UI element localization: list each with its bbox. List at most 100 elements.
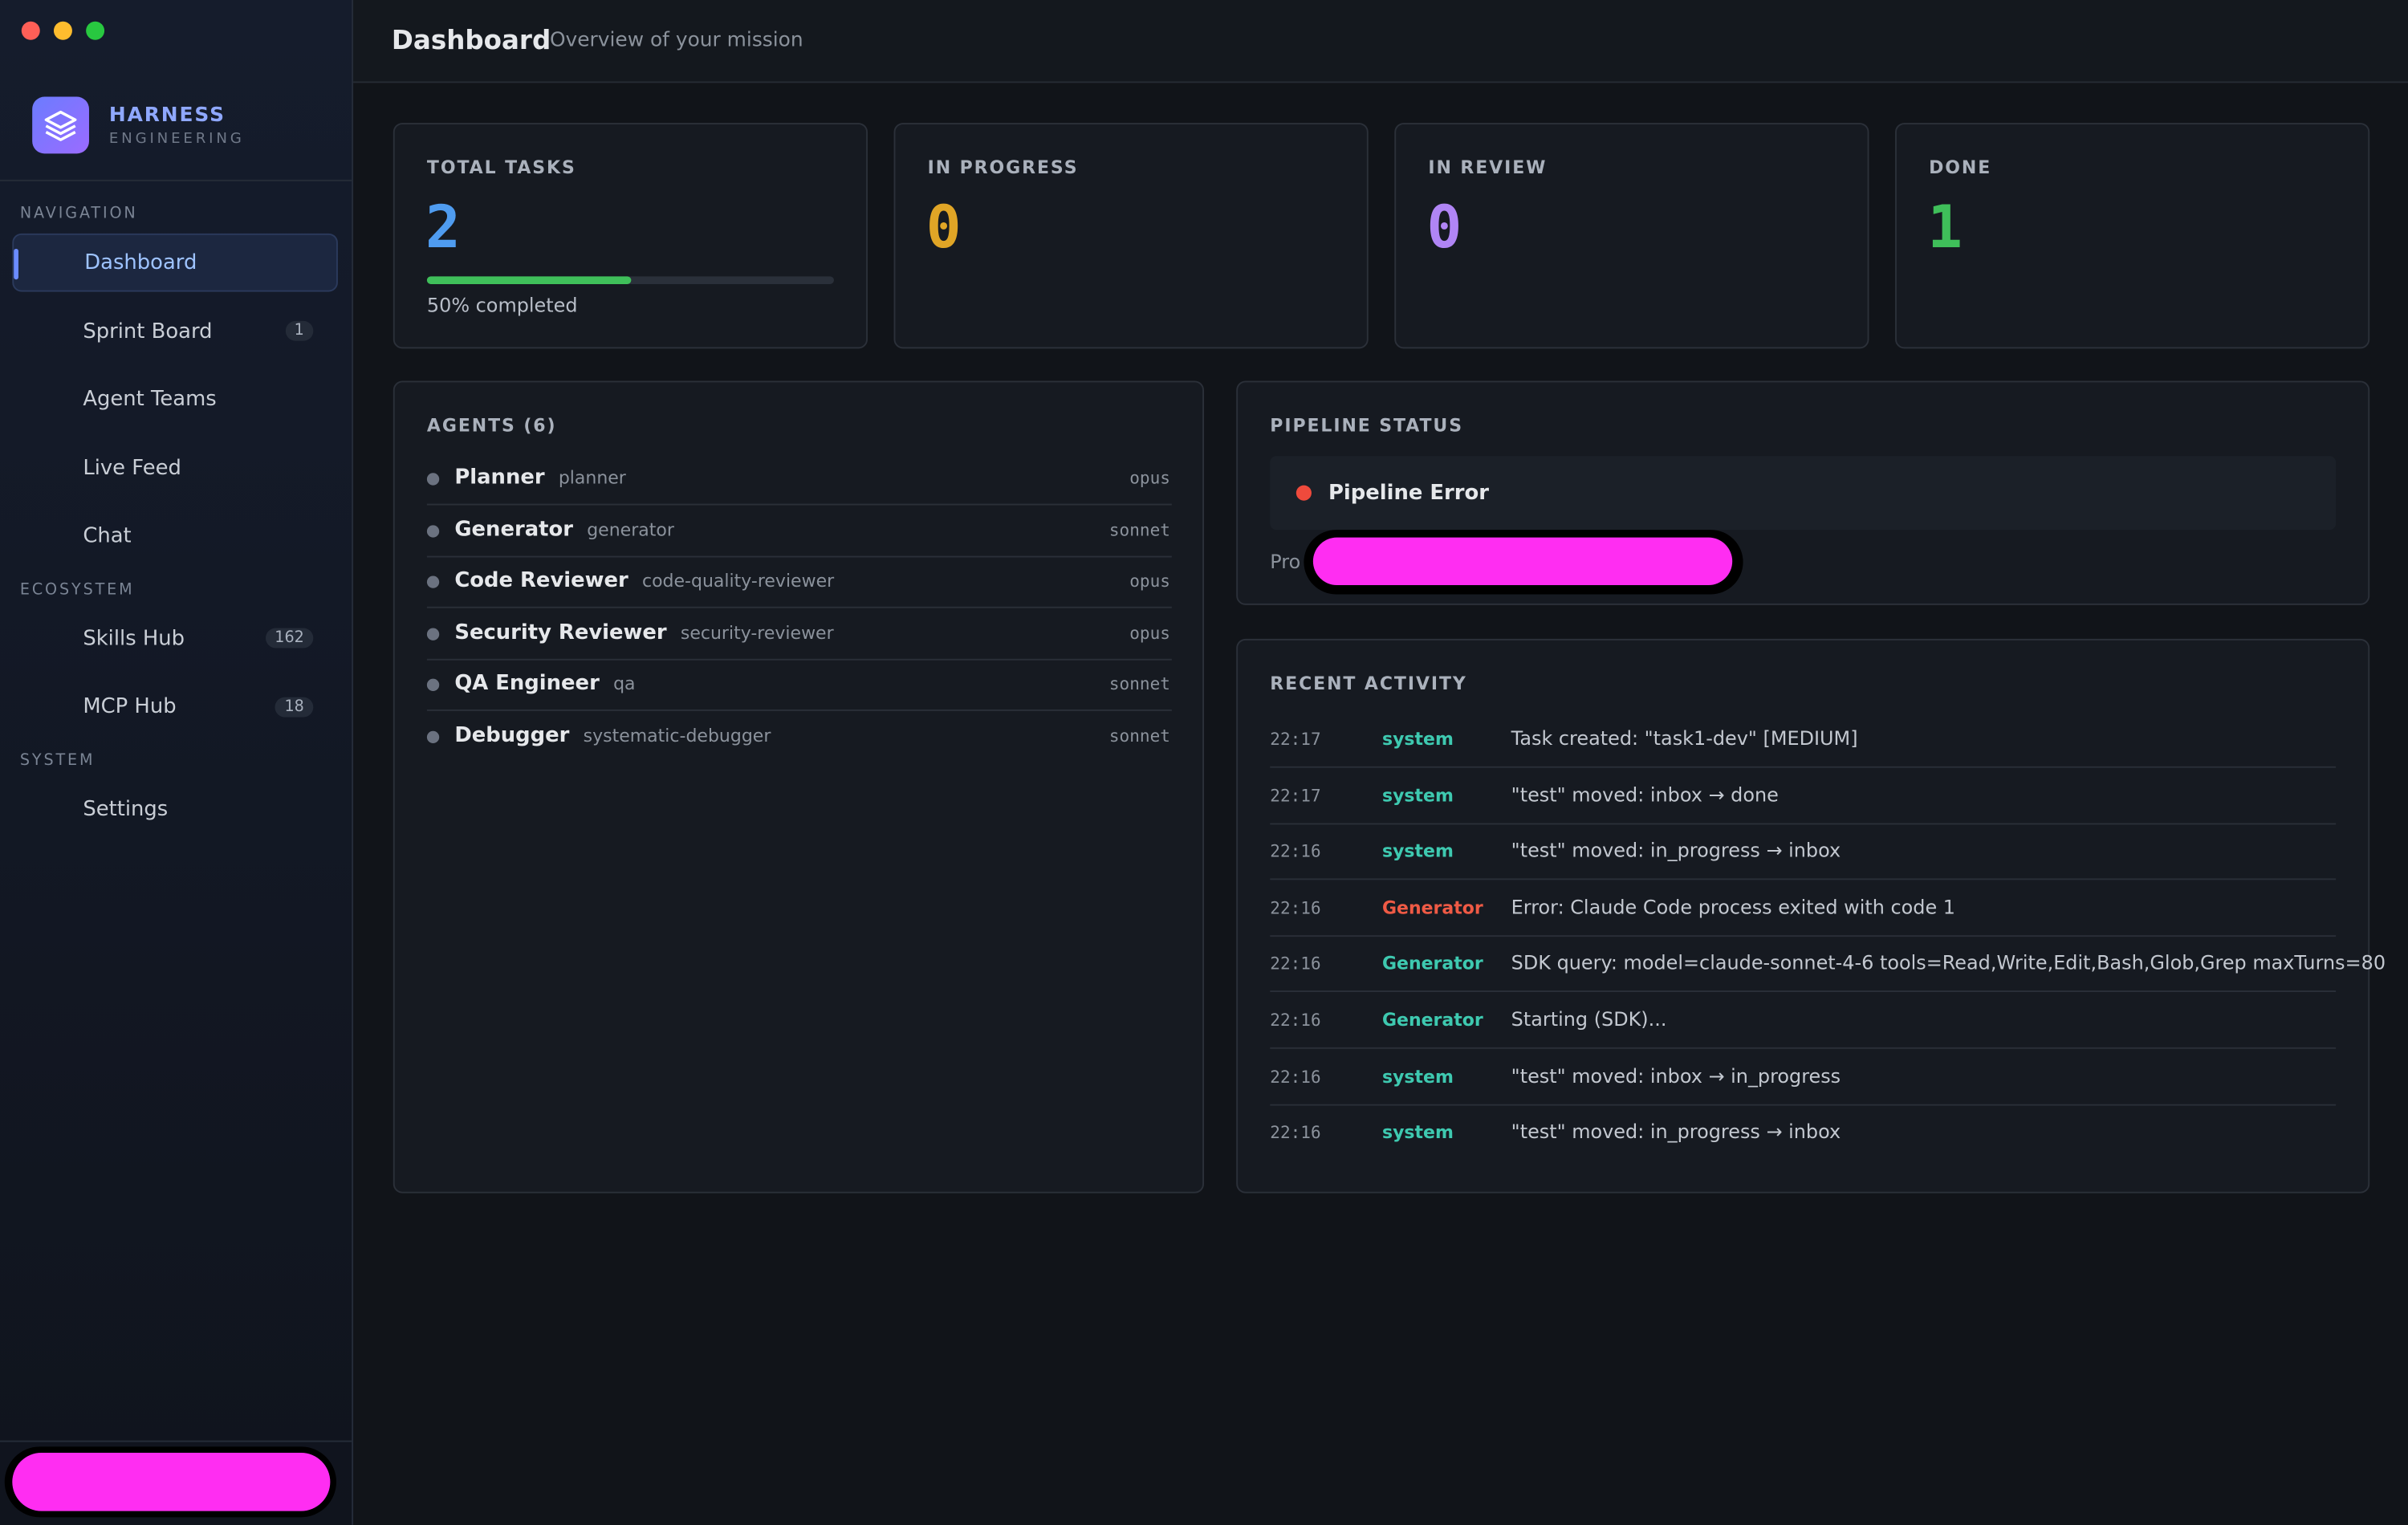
nav-label: Dashboard <box>84 250 197 275</box>
agent-model: sonnet <box>1108 726 1170 746</box>
pipeline-card: PIPELINE STATUS Pipeline Error Pro <box>1236 380 2370 605</box>
section-title: ECOSYSTEM <box>19 581 135 599</box>
page-subtitle: Overview of your mission <box>549 29 803 53</box>
nav-badge: 18 <box>275 696 314 717</box>
activity-time: 22:16 <box>1270 954 1321 974</box>
agent-name: Code Reviewer <box>454 567 628 593</box>
row-divider <box>1270 766 2337 768</box>
agent-role: planner <box>558 466 626 489</box>
nav-item[interactable]: Chat <box>12 506 338 565</box>
row-divider <box>1270 1103 2337 1105</box>
nav-item[interactable]: Dashboard <box>12 233 338 292</box>
activity-message: SDK query: model=claude-sonnet-4-6 tools… <box>1511 951 2386 974</box>
activity-message: Task created: "task1-dev" [MEDIUM] <box>1511 726 1858 750</box>
row-divider <box>1270 878 2337 880</box>
agent-status-dot <box>426 627 440 640</box>
agent-model: opus <box>1129 571 1170 592</box>
nav-item[interactable]: MCP Hub 18 <box>12 677 338 736</box>
activity-time: 22:16 <box>1270 1122 1321 1143</box>
card-title: AGENTS (6) <box>426 414 557 437</box>
agent-name: QA Engineer <box>454 671 600 696</box>
divider <box>0 179 352 181</box>
nav-label: Chat <box>83 523 132 549</box>
agent-row: Generator generator <box>454 517 674 542</box>
nav-label: Live Feed <box>83 455 181 480</box>
agent-role: security-reviewer <box>680 620 834 643</box>
page-title: Dashboard <box>391 26 551 57</box>
activity-time: 22:16 <box>1270 1010 1321 1031</box>
activity-time: 22:17 <box>1270 785 1321 806</box>
activity-message: Starting (SDK)... <box>1511 1007 1667 1031</box>
agent-row: Debugger systematic-debugger <box>454 722 771 747</box>
redaction <box>12 1452 331 1511</box>
nav-item[interactable]: Skills Hub 162 <box>12 609 338 668</box>
brand-name: HARNESS <box>108 104 226 128</box>
status-box: Pipeline Error <box>1270 456 2337 531</box>
sidebar: HARNESS ENGINEERING NAVIGATION Dashboard S… <box>0 0 354 1525</box>
agent-role: code-quality-reviewer <box>641 569 835 592</box>
stat-label: TOTAL TASKS <box>426 157 576 178</box>
activity-source: system <box>1381 783 1454 806</box>
agent-status-dot <box>426 678 440 691</box>
stat-value: 2 <box>425 193 461 262</box>
agent-status-dot <box>426 575 440 588</box>
card-title: PIPELINE STATUS <box>1270 414 1463 437</box>
nav-badge: 1 <box>285 320 314 341</box>
agent-row: QA Engineer qa <box>454 671 635 696</box>
brand-subtitle: ENGINEERING <box>108 130 245 148</box>
activity-source: Generator <box>1381 1009 1483 1031</box>
minimize-button[interactable] <box>53 21 72 40</box>
activity-source: system <box>1381 840 1454 862</box>
zoom-button[interactable] <box>86 21 105 40</box>
row-divider <box>426 503 1172 506</box>
activity-message: Error: Claude Code process exited with c… <box>1511 895 1956 918</box>
agent-model: opus <box>1129 468 1170 489</box>
agent-model: sonnet <box>1108 519 1170 540</box>
activity-source: system <box>1381 1065 1454 1087</box>
agent-status-dot <box>426 473 440 486</box>
nav-label: Agent Teams <box>83 387 217 412</box>
agent-model: sonnet <box>1108 673 1170 694</box>
activity-source: system <box>1381 1121 1454 1143</box>
status-text: Pipeline Error <box>1328 480 1490 506</box>
row-divider <box>1270 990 2337 993</box>
progress-track <box>426 276 834 284</box>
agents-card: AGENTS (6) Planner planner opus Generator ge… <box>393 380 1205 1194</box>
agent-role: systematic-debugger <box>583 724 771 746</box>
nav-label: Skills Hub <box>83 625 185 651</box>
close-button[interactable] <box>21 21 40 40</box>
section-title: NAVIGATION <box>19 205 138 223</box>
active-indicator <box>14 248 18 280</box>
stat-card: IN PROGRESS 0 <box>893 123 1369 349</box>
status-dot <box>1296 485 1312 501</box>
progress-label: 50% completed <box>426 293 578 317</box>
activity-card: RECENT ACTIVITY 22:17 system Task created:… <box>1236 638 2386 1194</box>
activity-message: "test" moved: inbox → in_progress <box>1511 1063 1841 1087</box>
divider <box>0 1440 352 1442</box>
redaction <box>1312 537 1733 585</box>
activity-time: 22:16 <box>1270 1066 1321 1087</box>
nav-item[interactable]: Agent Teams <box>12 370 338 429</box>
agent-row: Planner planner <box>454 466 626 490</box>
logo-icon <box>44 110 77 141</box>
activity-time: 22:16 <box>1270 841 1321 862</box>
activity-source: Generator <box>1381 896 1483 918</box>
stat-value: 0 <box>1426 193 1462 262</box>
nav-item[interactable]: Sprint Board 1 <box>12 302 338 360</box>
agent-name: Security Reviewer <box>454 620 667 645</box>
nav-item[interactable]: Live Feed <box>12 438 338 497</box>
row-divider <box>426 555 1172 557</box>
stat-card: TOTAL TASKS 2 50% completed <box>393 123 868 349</box>
nav-item[interactable]: Settings <box>12 779 338 838</box>
stat-value: 1 <box>1927 193 1963 262</box>
activity-message: "test" moved: in_progress → inbox <box>1511 1120 1841 1143</box>
stat-value: 0 <box>925 193 962 262</box>
brand-logo <box>32 96 89 154</box>
agent-role: qa <box>613 673 636 694</box>
stat-card: IN REVIEW 0 <box>1394 123 1869 349</box>
row-divider <box>1270 1047 2337 1049</box>
nav-label: Settings <box>83 796 169 821</box>
pipeline-note: Pro <box>1270 549 1301 573</box>
agent-row: Code Reviewer code-quality-reviewer <box>454 568 834 593</box>
row-divider <box>1270 822 2337 824</box>
